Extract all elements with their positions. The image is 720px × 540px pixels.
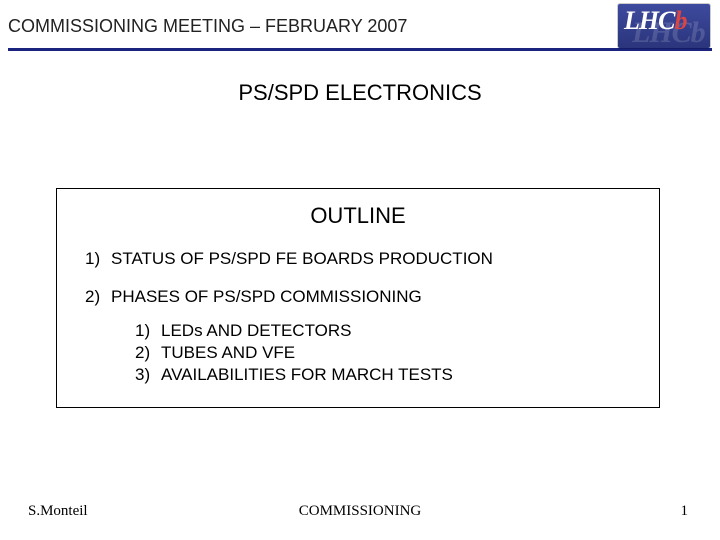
item-number: 2)	[85, 287, 111, 307]
item-text: STATUS OF PS/SPD FE BOARDS PRODUCTION	[111, 249, 493, 269]
subitem-number: 3)	[135, 365, 161, 385]
outline-box: OUTLINE 1) STATUS OF PS/SPD FE BOARDS PR…	[56, 188, 660, 408]
sublist-item: 2) TUBES AND VFE	[135, 343, 641, 363]
logo-text-accent: b	[674, 6, 686, 35]
subitem-text: TUBES AND VFE	[161, 343, 295, 363]
outline-item: 1) STATUS OF PS/SPD FE BOARDS PRODUCTION	[85, 249, 641, 269]
subitem-number: 1)	[135, 321, 161, 341]
outline-sublist: 1) LEDs AND DETECTORS 2) TUBES AND VFE 3…	[135, 321, 641, 385]
logo-text-main: LHC	[624, 6, 674, 35]
outline-item: 2) PHASES OF PS/SPD COMMISSIONING	[85, 287, 641, 307]
subitem-number: 2)	[135, 343, 161, 363]
footer-page: 1	[681, 503, 689, 520]
header-title: COMMISSIONING MEETING – FEBRUARY 2007	[8, 16, 407, 37]
subitem-text: AVAILABILITIES FOR MARCH TESTS	[161, 365, 453, 385]
slide-title: PS/SPD ELECTRONICS	[0, 80, 720, 106]
logo-text: LHCb	[624, 6, 686, 36]
item-number: 1)	[85, 249, 111, 269]
header-bar: COMMISSIONING MEETING – FEBRUARY 2007	[8, 16, 712, 51]
lhcb-logo: LHCb LHCb	[618, 4, 710, 48]
sublist-item: 3) AVAILABILITIES FOR MARCH TESTS	[135, 365, 641, 385]
item-text: PHASES OF PS/SPD COMMISSIONING	[111, 287, 422, 307]
outline-heading: OUTLINE	[75, 203, 641, 229]
subitem-text: LEDs AND DETECTORS	[161, 321, 352, 341]
outline-list: 1) STATUS OF PS/SPD FE BOARDS PRODUCTION…	[75, 249, 641, 307]
footer-center: COMMISSIONING	[0, 503, 720, 520]
sublist-item: 1) LEDs AND DETECTORS	[135, 321, 641, 341]
